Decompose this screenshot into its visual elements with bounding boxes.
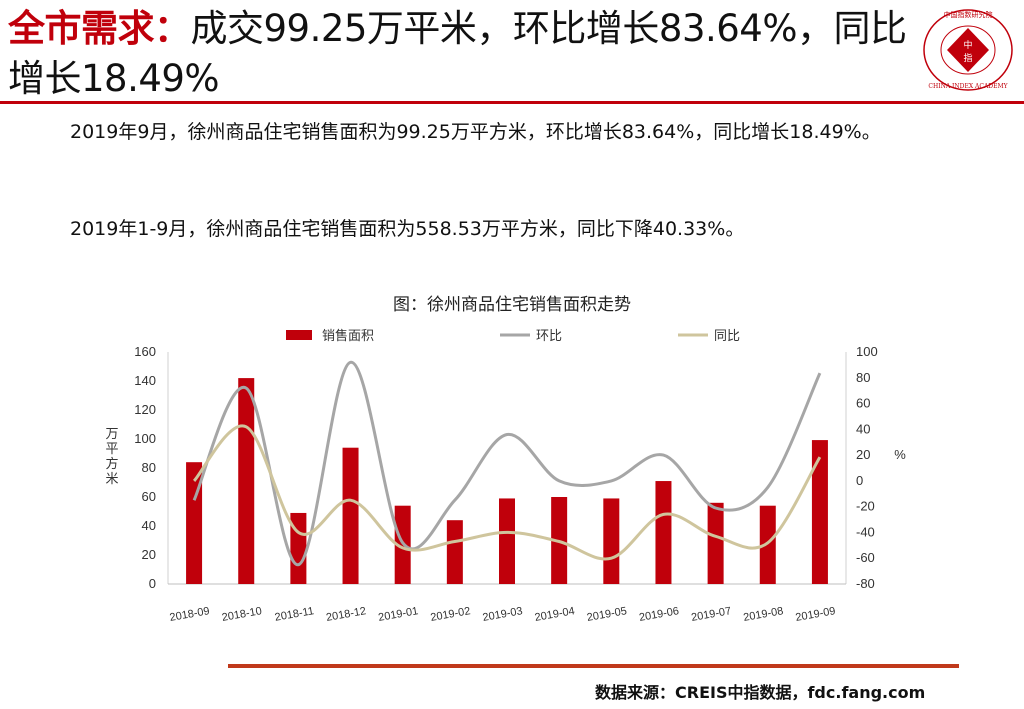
line-yoy-change: [192, 424, 822, 561]
legend-label: 同比: [714, 328, 740, 343]
x-tick-label: 2019-05: [586, 605, 628, 624]
x-tick-label: 2019-04: [534, 605, 576, 624]
page-title-text: 成交99.25万平米，环比增长83.64%，同比增长18.49%: [8, 7, 907, 100]
y2-tick-label: 100: [856, 344, 878, 359]
y2-tick-label: 20: [856, 447, 870, 462]
data-source: 数据来源：CREIS中指数据，fdc.fang.com: [595, 683, 926, 702]
legend-label: 环比: [536, 328, 562, 343]
y-tick-label: 100: [134, 431, 156, 446]
page-title-highlight: 全市需求：: [8, 7, 191, 50]
y-axis-label-char: 方: [105, 456, 118, 471]
logo-text-top: 中国指数研究院: [944, 10, 993, 19]
summary-paragraph-2: 2019年1-9月，徐州商品住宅销售面积为558.53万平方米，同比下降40.3…: [70, 218, 745, 240]
y2-tick-label: -40: [856, 524, 875, 539]
y-tick-label: 120: [134, 402, 156, 417]
x-tick-label: 2018-10: [221, 605, 263, 624]
x-tick-label: 2019-06: [638, 605, 680, 624]
y2-tick-label: -60: [856, 550, 875, 565]
y2-tick-label: 40: [856, 421, 870, 436]
bar-sales-area: [603, 498, 620, 584]
y-tick-label: 60: [142, 489, 156, 504]
legend-label: 销售面积: [322, 328, 374, 343]
y2-tick-label: -80: [856, 576, 875, 591]
page-title: 全市需求：成交99.25万平米，环比增长83.64%，同比增长18.49%: [8, 4, 908, 104]
x-tick-label: 2019-07: [690, 605, 732, 624]
x-tick-label: 2019-01: [377, 605, 419, 624]
bar-sales-area: [655, 481, 672, 584]
china-index-academy-logo: 中国指数研究院 中 指 CHINA INDEX ACADEMY: [923, 9, 1013, 91]
bar-sales-area: [342, 447, 359, 584]
y2-tick-label: 60: [856, 396, 870, 411]
x-tick-label: 2018-12: [325, 605, 367, 624]
y-tick-label: 140: [134, 373, 156, 388]
bar-sales-area: [707, 502, 724, 584]
logo-text-bottom: CHINA INDEX ACADEMY: [928, 83, 1008, 90]
x-tick-label: 2018-09: [169, 605, 211, 624]
logo-text-center-2: 指: [963, 52, 972, 64]
y-tick-label: 20: [142, 547, 156, 562]
bar-sales-area: [290, 512, 307, 584]
line-mom-change: [192, 360, 822, 567]
y-tick-label: 0: [149, 576, 156, 591]
bar-sales-area: [238, 378, 255, 584]
summary-paragraph-1: 2019年9月，徐州商品住宅销售面积为99.25万平方米，环比增长83.64%，…: [70, 121, 881, 143]
x-tick-label: 2019-08: [742, 605, 784, 624]
y2-tick-label: 80: [856, 370, 870, 385]
title-divider: [0, 101, 1024, 104]
chart-title: 图：徐州商品住宅销售面积走势: [393, 295, 631, 315]
x-tick-label: 2019-09: [795, 605, 837, 624]
bar-sales-area: [446, 520, 463, 584]
logo-text-center-1: 中: [963, 39, 972, 51]
y2-tick-label: 0: [856, 473, 863, 488]
y-tick-label: 160: [134, 344, 156, 359]
y-axis-label-char: 平: [105, 441, 118, 456]
y2-tick-label: -20: [856, 499, 875, 514]
footer-divider: [228, 664, 959, 668]
bar-sales-area: [499, 498, 515, 584]
x-tick-label: 2018-11: [274, 605, 315, 624]
x-tick-label: 2019-03: [482, 605, 524, 624]
bar-sales-area: [811, 440, 828, 584]
y-tick-label: 40: [142, 518, 156, 533]
y2-axis-label: %: [894, 447, 906, 462]
bar-sales-area: [759, 505, 776, 584]
legend-swatch-sales-area: [286, 330, 312, 340]
x-tick-label: 2019-02: [430, 605, 472, 624]
sales-area-chart: 0 20 40 60 80 100 120 140 160 -80 -60 -40 -20 0 20 40 60…: [105, 328, 906, 624]
y-axis-label-char: 万: [105, 426, 118, 441]
y-axis-label-char: 米: [105, 471, 118, 486]
y-tick-label: 80: [142, 460, 156, 475]
